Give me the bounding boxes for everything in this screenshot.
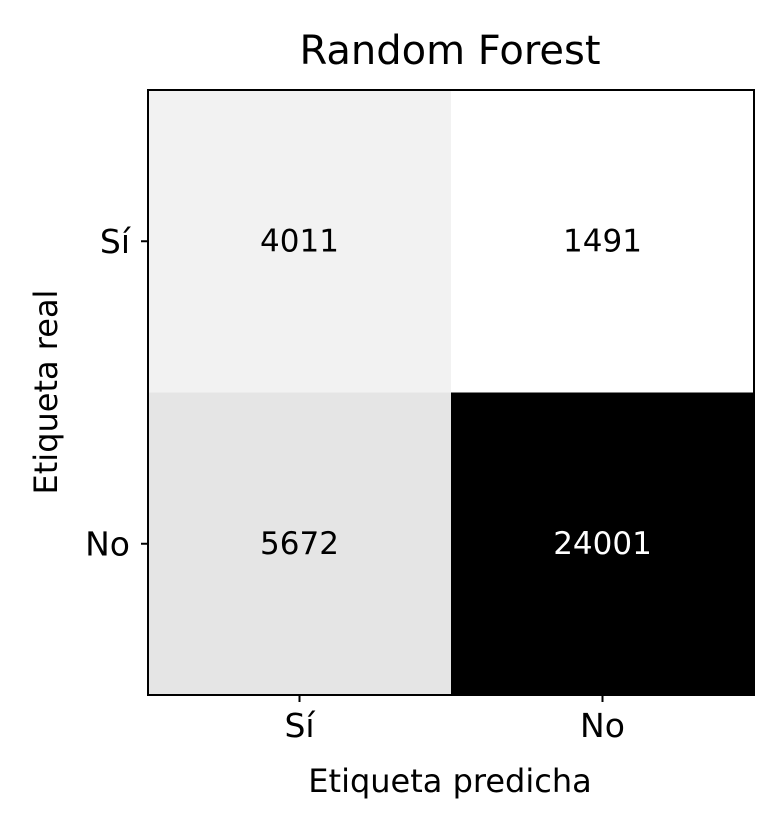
cell-value-label: 1491 — [563, 223, 642, 259]
y-axis-label: Etiqueta real — [27, 290, 65, 495]
plot-frame — [147, 89, 755, 696]
heatmap-cell — [148, 392, 452, 696]
x-axis-ticks: Sí No — [284, 695, 625, 745]
cell-value-label: 24001 — [553, 526, 652, 562]
x-tick-label: Sí — [284, 706, 316, 745]
cell-value-label: 4011 — [260, 223, 339, 259]
y-tick-label: No — [85, 524, 130, 563]
x-tick-label: No — [580, 706, 625, 745]
chart-title: Random Forest — [299, 28, 600, 74]
y-tick-label: Sí — [100, 222, 132, 261]
heatmap-cell — [148, 90, 452, 393]
cell-value-label: 5672 — [260, 526, 339, 562]
heatmap-cell — [451, 90, 755, 393]
heatmap-cell — [451, 392, 755, 696]
x-axis-label: Etiqueta predicha — [308, 762, 591, 800]
y-axis-ticks: Sí No — [85, 222, 148, 563]
heatmap-cells: 4011 1491 5672 24001 — [148, 90, 755, 696]
